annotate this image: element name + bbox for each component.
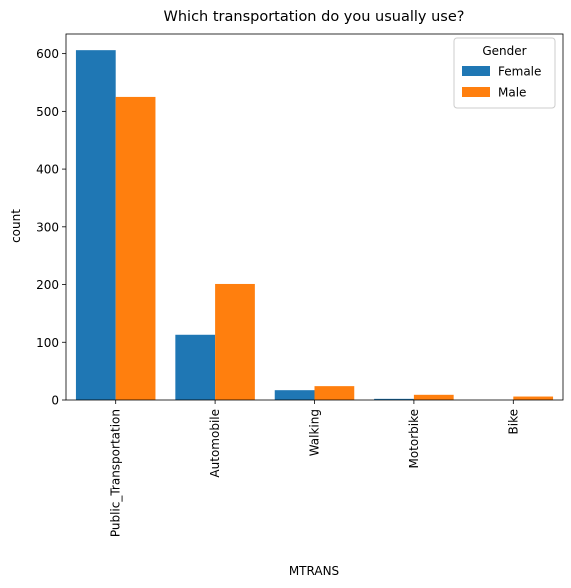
x-tick-label: Motorbike [407,409,421,469]
bar-female-walking [275,390,315,400]
y-tick-label: 600 [36,47,59,61]
x-tick-label: Bike [506,409,520,434]
chart-title: Which transportation do you usually use? [164,9,465,25]
y-tick-label: 200 [36,278,59,292]
legend-swatch-male [462,87,490,97]
bar-male-public_transportation [116,97,156,400]
legend-swatch-female [462,66,490,76]
legend-label-male: Male [498,86,526,100]
x-tick-label: Walking [308,409,322,456]
x-tick-label: Public_Transportation [109,409,123,537]
legend-label-female: Female [498,65,541,79]
legend: Gender Female Male [454,38,555,108]
legend-title: Gender [482,44,526,58]
x-axis-label: MTRANS [289,564,339,578]
y-tick-label: 100 [36,336,59,350]
x-tick-label: Automobile [208,409,222,478]
bar-female-automobile [175,335,215,400]
bar-male-walking [315,386,355,400]
bar-female-public_transportation [76,50,116,400]
y-axis-label: count [9,209,23,243]
bar-male-automobile [215,284,255,400]
y-tick-label: 500 [36,105,59,119]
y-tick-label: 0 [51,394,59,408]
y-tick-label: 400 [36,163,59,177]
bar-male-bike [513,397,553,400]
y-tick-label: 300 [36,220,59,234]
bar-male-motorbike [414,395,454,400]
